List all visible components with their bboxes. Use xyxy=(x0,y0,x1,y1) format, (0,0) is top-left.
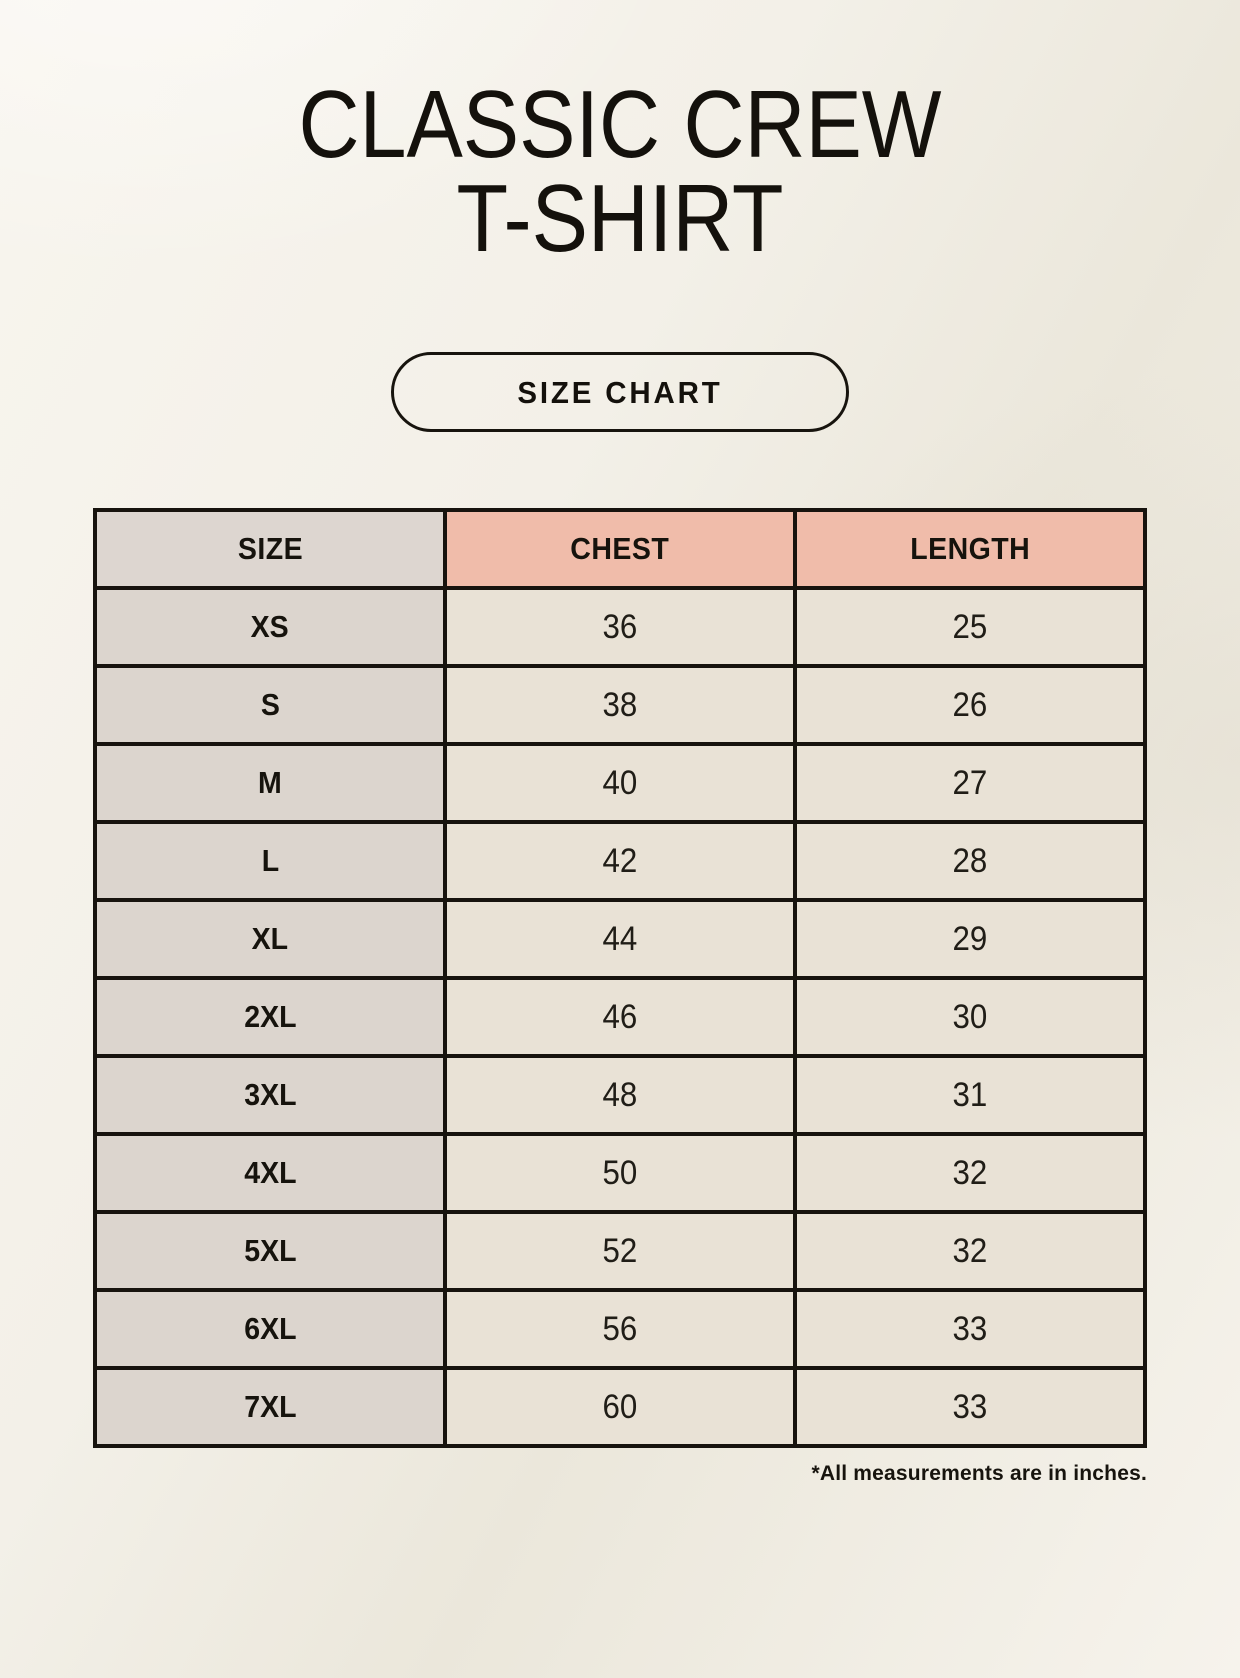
length-cell: 33 xyxy=(793,1366,1147,1449)
chest-cell: 56 xyxy=(443,1288,797,1371)
size-cell: S xyxy=(93,664,447,747)
size-cell: 4XL xyxy=(93,1132,447,1215)
column-header-chest: CHEST xyxy=(443,508,797,591)
chest-cell: 40 xyxy=(443,742,797,825)
table-row: 3XL 48 31 xyxy=(93,1054,1147,1137)
length-cell: 26 xyxy=(793,664,1147,747)
chest-cell: 50 xyxy=(443,1132,797,1215)
chest-cell: 60 xyxy=(443,1366,797,1449)
length-cell: 29 xyxy=(793,898,1147,981)
chest-cell: 52 xyxy=(443,1210,797,1293)
size-cell: 3XL xyxy=(93,1054,447,1137)
table-row: 7XL 60 33 xyxy=(93,1366,1147,1449)
table-row: XL 44 29 xyxy=(93,898,1147,981)
chest-cell: 42 xyxy=(443,820,797,903)
title-line-2: T-SHIRT xyxy=(456,165,784,273)
title-line-1: CLASSIC CREW xyxy=(298,71,942,178)
table-row: L 42 28 xyxy=(93,820,1147,903)
length-cell: 27 xyxy=(793,742,1147,825)
size-cell: XL xyxy=(93,898,447,981)
size-cell: 5XL xyxy=(93,1210,447,1293)
chest-cell: 48 xyxy=(443,1054,797,1137)
size-chart-button-label: SIZE CHART xyxy=(517,374,723,410)
length-cell: 30 xyxy=(793,976,1147,1059)
chest-cell: 36 xyxy=(443,586,797,669)
size-cell: 2XL xyxy=(93,976,447,1059)
table-row: S 38 26 xyxy=(93,664,1147,747)
table-row: 2XL 46 30 xyxy=(93,976,1147,1059)
size-chart-badge-row: SIZE CHART xyxy=(0,352,1240,433)
chest-cell: 44 xyxy=(443,898,797,981)
length-cell: 28 xyxy=(793,820,1147,903)
table-header-row: SIZE CHEST LENGTH xyxy=(93,508,1147,591)
size-table: SIZE CHEST LENGTH XS 36 25 S 38 26 M 40 … xyxy=(93,508,1147,1449)
table-row: 6XL 56 33 xyxy=(93,1288,1147,1371)
table-row: XS 36 25 xyxy=(93,586,1147,669)
length-cell: 32 xyxy=(793,1210,1147,1293)
size-cell: 7XL xyxy=(93,1366,447,1449)
length-cell: 33 xyxy=(793,1288,1147,1371)
size-cell: L xyxy=(93,820,447,903)
table-row: M 40 27 xyxy=(93,742,1147,825)
table-row: 4XL 50 32 xyxy=(93,1132,1147,1215)
length-cell: 32 xyxy=(793,1132,1147,1215)
size-cell: M xyxy=(93,742,447,825)
column-header-length: LENGTH xyxy=(793,508,1147,591)
measurement-note: *All measurements are in inches. xyxy=(811,1462,1147,1486)
size-cell: 6XL xyxy=(93,1288,447,1371)
table-row: 5XL 52 32 xyxy=(93,1210,1147,1293)
chest-cell: 38 xyxy=(443,664,797,747)
length-cell: 25 xyxy=(793,586,1147,669)
size-chart-page: CLASSIC CREW T-SHIRT SIZE CHART SIZE CHE… xyxy=(0,71,1240,1678)
column-header-size: SIZE xyxy=(93,508,447,591)
size-cell: XS xyxy=(93,586,447,669)
page-title: CLASSIC CREW T-SHIRT xyxy=(74,71,1165,273)
size-chart-button[interactable]: SIZE CHART xyxy=(391,352,849,433)
length-cell: 31 xyxy=(793,1054,1147,1137)
chest-cell: 46 xyxy=(443,976,797,1059)
